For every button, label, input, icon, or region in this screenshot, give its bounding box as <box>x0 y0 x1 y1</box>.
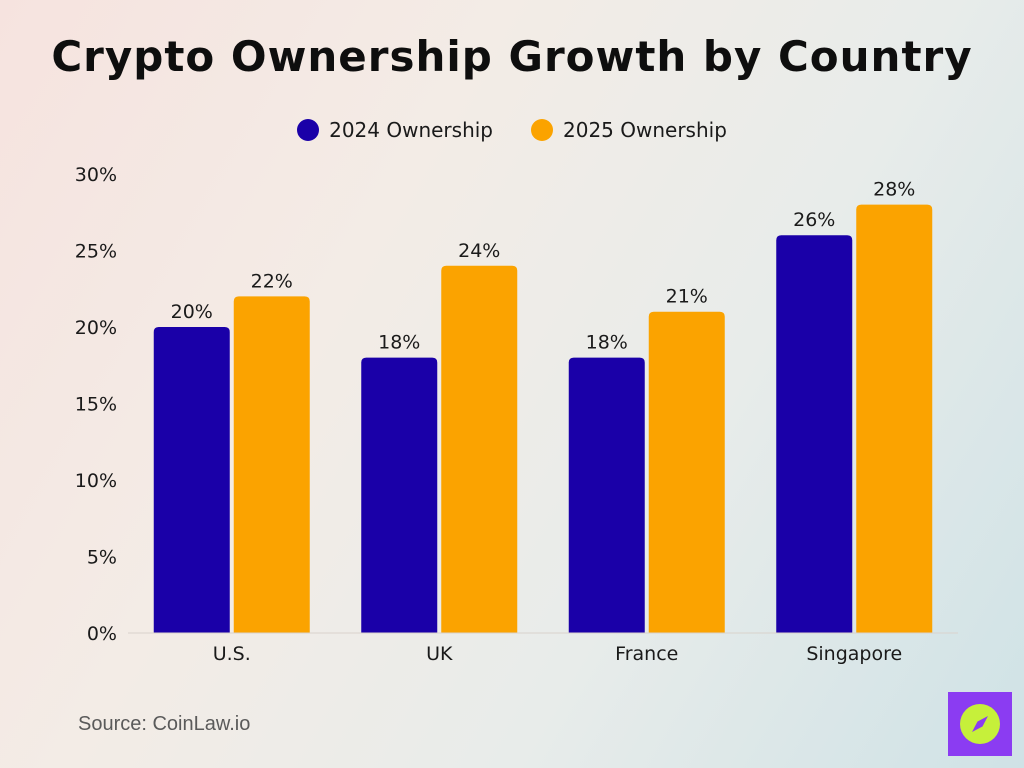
bar-uk-2024 <box>361 357 438 633</box>
data-label: 24% <box>458 240 500 262</box>
legend-swatch-2024 <box>297 119 320 141</box>
data-label: 20% <box>171 301 213 323</box>
x-tick-label: U.S. <box>213 643 251 665</box>
chart-title: Crypto Ownership Growth by Country <box>51 32 973 81</box>
data-label: 22% <box>251 270 293 292</box>
bar-chart: 0% 5% 10% 15% 20% 25% 30% 20% 22% U.S. 18% 24% UK 18%… <box>75 164 958 665</box>
y-tick-label: 30% <box>75 164 117 186</box>
bar-france-2024 <box>568 357 645 633</box>
y-tick-label: 5% <box>87 547 117 569</box>
legend-swatch-2025 <box>531 119 553 141</box>
bar-singapore-2024 <box>776 235 853 633</box>
y-tick-label: 15% <box>75 394 117 416</box>
compass-icon <box>960 704 1000 744</box>
data-label: 18% <box>378 332 420 354</box>
bar-france-2025 <box>648 311 725 633</box>
x-tick-label: France <box>615 643 678 665</box>
bar-uk-2025 <box>441 265 518 633</box>
legend-label-2024: 2024 Ownership <box>329 118 493 142</box>
bar-us-2024 <box>153 327 230 633</box>
data-label: 21% <box>666 286 708 308</box>
legend-label-2025: 2025 Ownership <box>563 118 727 142</box>
legend: 2024 Ownership 2025 Ownership <box>0 118 1024 142</box>
y-tick-label: 25% <box>75 241 117 263</box>
data-label: 18% <box>586 332 628 354</box>
x-tick-label: Singapore <box>806 643 902 665</box>
y-tick-label: 0% <box>87 623 117 645</box>
y-tick-label: 20% <box>75 317 117 339</box>
x-tick-label: UK <box>426 643 453 665</box>
data-label: 28% <box>873 179 915 201</box>
source-note: Source: CoinLaw.io <box>78 713 251 735</box>
bar-us-2025 <box>233 296 310 633</box>
data-label: 26% <box>793 209 835 231</box>
brand-logo[interactable] <box>948 692 1012 756</box>
bar-singapore-2025 <box>856 204 933 633</box>
y-tick-label: 10% <box>75 470 117 492</box>
legend-item-2025: 2025 Ownership <box>531 118 727 142</box>
legend-item-2024: 2024 Ownership <box>297 118 493 142</box>
